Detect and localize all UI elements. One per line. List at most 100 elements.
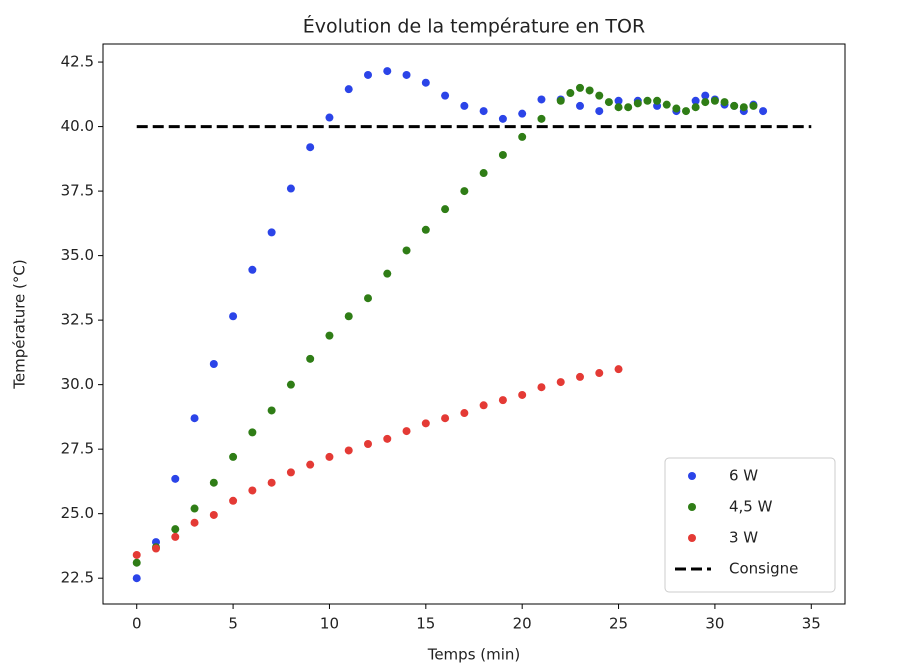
x-tick-label: 20 bbox=[513, 615, 532, 633]
plot-frame bbox=[102, 43, 846, 605]
data-point bbox=[441, 91, 450, 100]
data-point bbox=[595, 369, 604, 378]
data-point bbox=[383, 269, 392, 278]
chart-title: Évolution de la température en TOR bbox=[303, 15, 645, 38]
y-tick-label: 30.0 bbox=[61, 375, 94, 393]
data-point bbox=[402, 427, 411, 436]
data-point bbox=[604, 98, 613, 107]
data-point bbox=[306, 143, 315, 152]
data-point bbox=[306, 354, 315, 363]
data-point bbox=[710, 96, 719, 105]
data-point bbox=[460, 187, 469, 196]
data-point bbox=[662, 100, 671, 109]
data-point bbox=[421, 419, 430, 428]
data-point bbox=[364, 440, 372, 448]
data-point bbox=[537, 95, 546, 104]
y-tick-label: 32.5 bbox=[61, 311, 94, 329]
y-tick-label: 40.0 bbox=[61, 117, 94, 135]
x-tick-label: 30 bbox=[705, 615, 724, 633]
data-point bbox=[171, 532, 180, 541]
data-point bbox=[190, 518, 199, 527]
data-point bbox=[672, 104, 681, 113]
data-point bbox=[537, 114, 546, 123]
data-point bbox=[383, 434, 392, 443]
data-point bbox=[518, 132, 527, 141]
data-point bbox=[421, 225, 430, 234]
data-point bbox=[633, 99, 642, 108]
data-point bbox=[171, 525, 180, 534]
data-point bbox=[624, 103, 633, 112]
y-tick-label: 27.5 bbox=[61, 440, 94, 458]
data-point bbox=[325, 452, 334, 461]
x-axis-label: Temps (min) bbox=[427, 646, 521, 664]
data-point bbox=[229, 312, 238, 321]
data-point bbox=[479, 169, 488, 178]
data-point bbox=[479, 401, 488, 410]
data-point bbox=[132, 550, 141, 559]
data-point bbox=[248, 265, 257, 274]
y-tick-label: 22.5 bbox=[61, 569, 94, 587]
data-point bbox=[267, 406, 276, 415]
data-point bbox=[576, 83, 584, 92]
legend-marker bbox=[688, 503, 696, 511]
data-point bbox=[614, 96, 623, 105]
data-point bbox=[460, 409, 469, 418]
data-point bbox=[441, 205, 450, 214]
data-point bbox=[739, 103, 748, 112]
data-point bbox=[132, 558, 141, 567]
data-point bbox=[190, 504, 199, 513]
data-point bbox=[498, 396, 507, 405]
x-tick-label: 35 bbox=[802, 615, 821, 633]
data-point bbox=[209, 510, 218, 519]
data-point bbox=[229, 452, 238, 461]
data-point bbox=[556, 96, 565, 105]
data-point bbox=[730, 101, 739, 110]
data-point bbox=[286, 184, 295, 193]
data-point bbox=[498, 150, 507, 159]
x-tick-label: 15 bbox=[416, 615, 435, 633]
data-point bbox=[364, 70, 372, 79]
data-point bbox=[537, 383, 546, 392]
data-point bbox=[190, 414, 199, 423]
data-point bbox=[653, 96, 662, 105]
data-point bbox=[566, 89, 575, 98]
data-point bbox=[614, 365, 623, 374]
data-point bbox=[691, 103, 700, 112]
data-point bbox=[306, 460, 315, 469]
x-tick-label: 25 bbox=[609, 615, 628, 633]
data-point bbox=[643, 96, 652, 105]
data-point bbox=[576, 372, 584, 381]
data-point bbox=[701, 91, 710, 100]
y-tick-label: 25.0 bbox=[61, 504, 94, 522]
data-point bbox=[286, 380, 295, 389]
data-point bbox=[267, 228, 276, 237]
data-point bbox=[364, 294, 372, 303]
legend-marker bbox=[688, 534, 696, 542]
data-point bbox=[171, 474, 180, 483]
data-point bbox=[229, 496, 238, 505]
x-tick-label: 0 bbox=[132, 615, 142, 633]
data-point bbox=[556, 378, 565, 387]
legend-marker bbox=[688, 472, 696, 480]
data-point bbox=[701, 98, 710, 107]
data-point bbox=[595, 91, 604, 100]
legend-label: 4,5 W bbox=[729, 498, 773, 516]
data-point bbox=[383, 67, 392, 76]
data-point bbox=[421, 78, 430, 87]
data-point bbox=[344, 85, 353, 94]
data-point bbox=[759, 107, 768, 116]
y-axis-label: Température (°C) bbox=[11, 259, 29, 389]
data-point bbox=[344, 312, 353, 321]
legend-label: 6 W bbox=[729, 467, 758, 485]
data-point bbox=[749, 101, 758, 110]
data-point bbox=[209, 360, 218, 368]
data-point bbox=[498, 114, 507, 123]
data-point bbox=[286, 468, 295, 477]
y-tick-label: 37.5 bbox=[61, 182, 94, 200]
data-point bbox=[325, 113, 334, 122]
data-point bbox=[132, 574, 141, 583]
data-point bbox=[682, 107, 690, 116]
data-point bbox=[720, 98, 729, 107]
x-tick-label: 10 bbox=[320, 615, 339, 633]
